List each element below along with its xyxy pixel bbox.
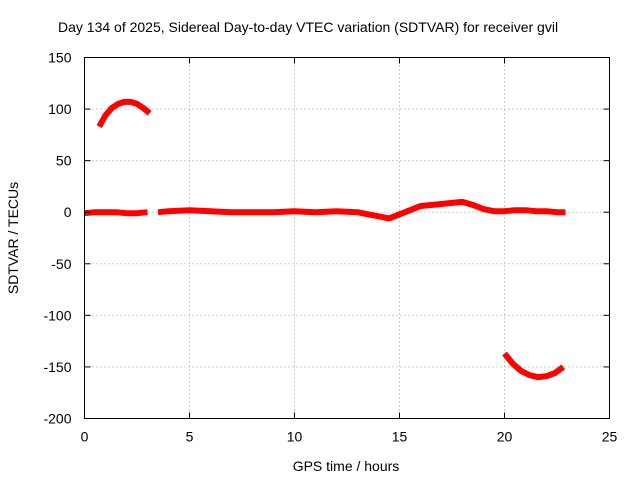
series-baseline-early — [84, 209, 148, 217]
plot-frame — [84, 57, 610, 419]
y-tick-label: 50 — [56, 153, 72, 169]
series-upper-arc — [96, 98, 152, 129]
y-tick-label: 150 — [48, 50, 72, 66]
y-tick-label: -200 — [43, 411, 71, 427]
grid-lines — [84, 57, 610, 419]
x-tick-label: 0 — [81, 429, 89, 445]
y-axis-label: SDTVAR / TECUs — [5, 182, 21, 294]
data-series — [84, 98, 566, 381]
x-tick-label: 20 — [497, 429, 513, 445]
series-baseline-main — [157, 198, 566, 222]
y-tick-label: -50 — [51, 256, 71, 272]
x-axis-label: GPS time / hours — [293, 458, 400, 474]
series-lower-arc — [502, 351, 566, 381]
y-tick-label: -100 — [43, 307, 71, 323]
y-tick-label: 0 — [64, 204, 72, 220]
y-tick-label: 100 — [48, 101, 72, 117]
x-tick-label: 10 — [287, 429, 303, 445]
x-tick-label: 15 — [392, 429, 408, 445]
x-tick-label: 5 — [186, 429, 194, 445]
y-tick-label: -150 — [43, 359, 71, 375]
axis-ticks: 0 5 10 15 20 25 -200 -150 -100 -50 0 50 100 150 — [43, 50, 617, 445]
x-tick-label: 25 — [602, 429, 618, 445]
chart-title: Day 134 of 2025, Sidereal Day-to-day VTE… — [58, 19, 558, 35]
